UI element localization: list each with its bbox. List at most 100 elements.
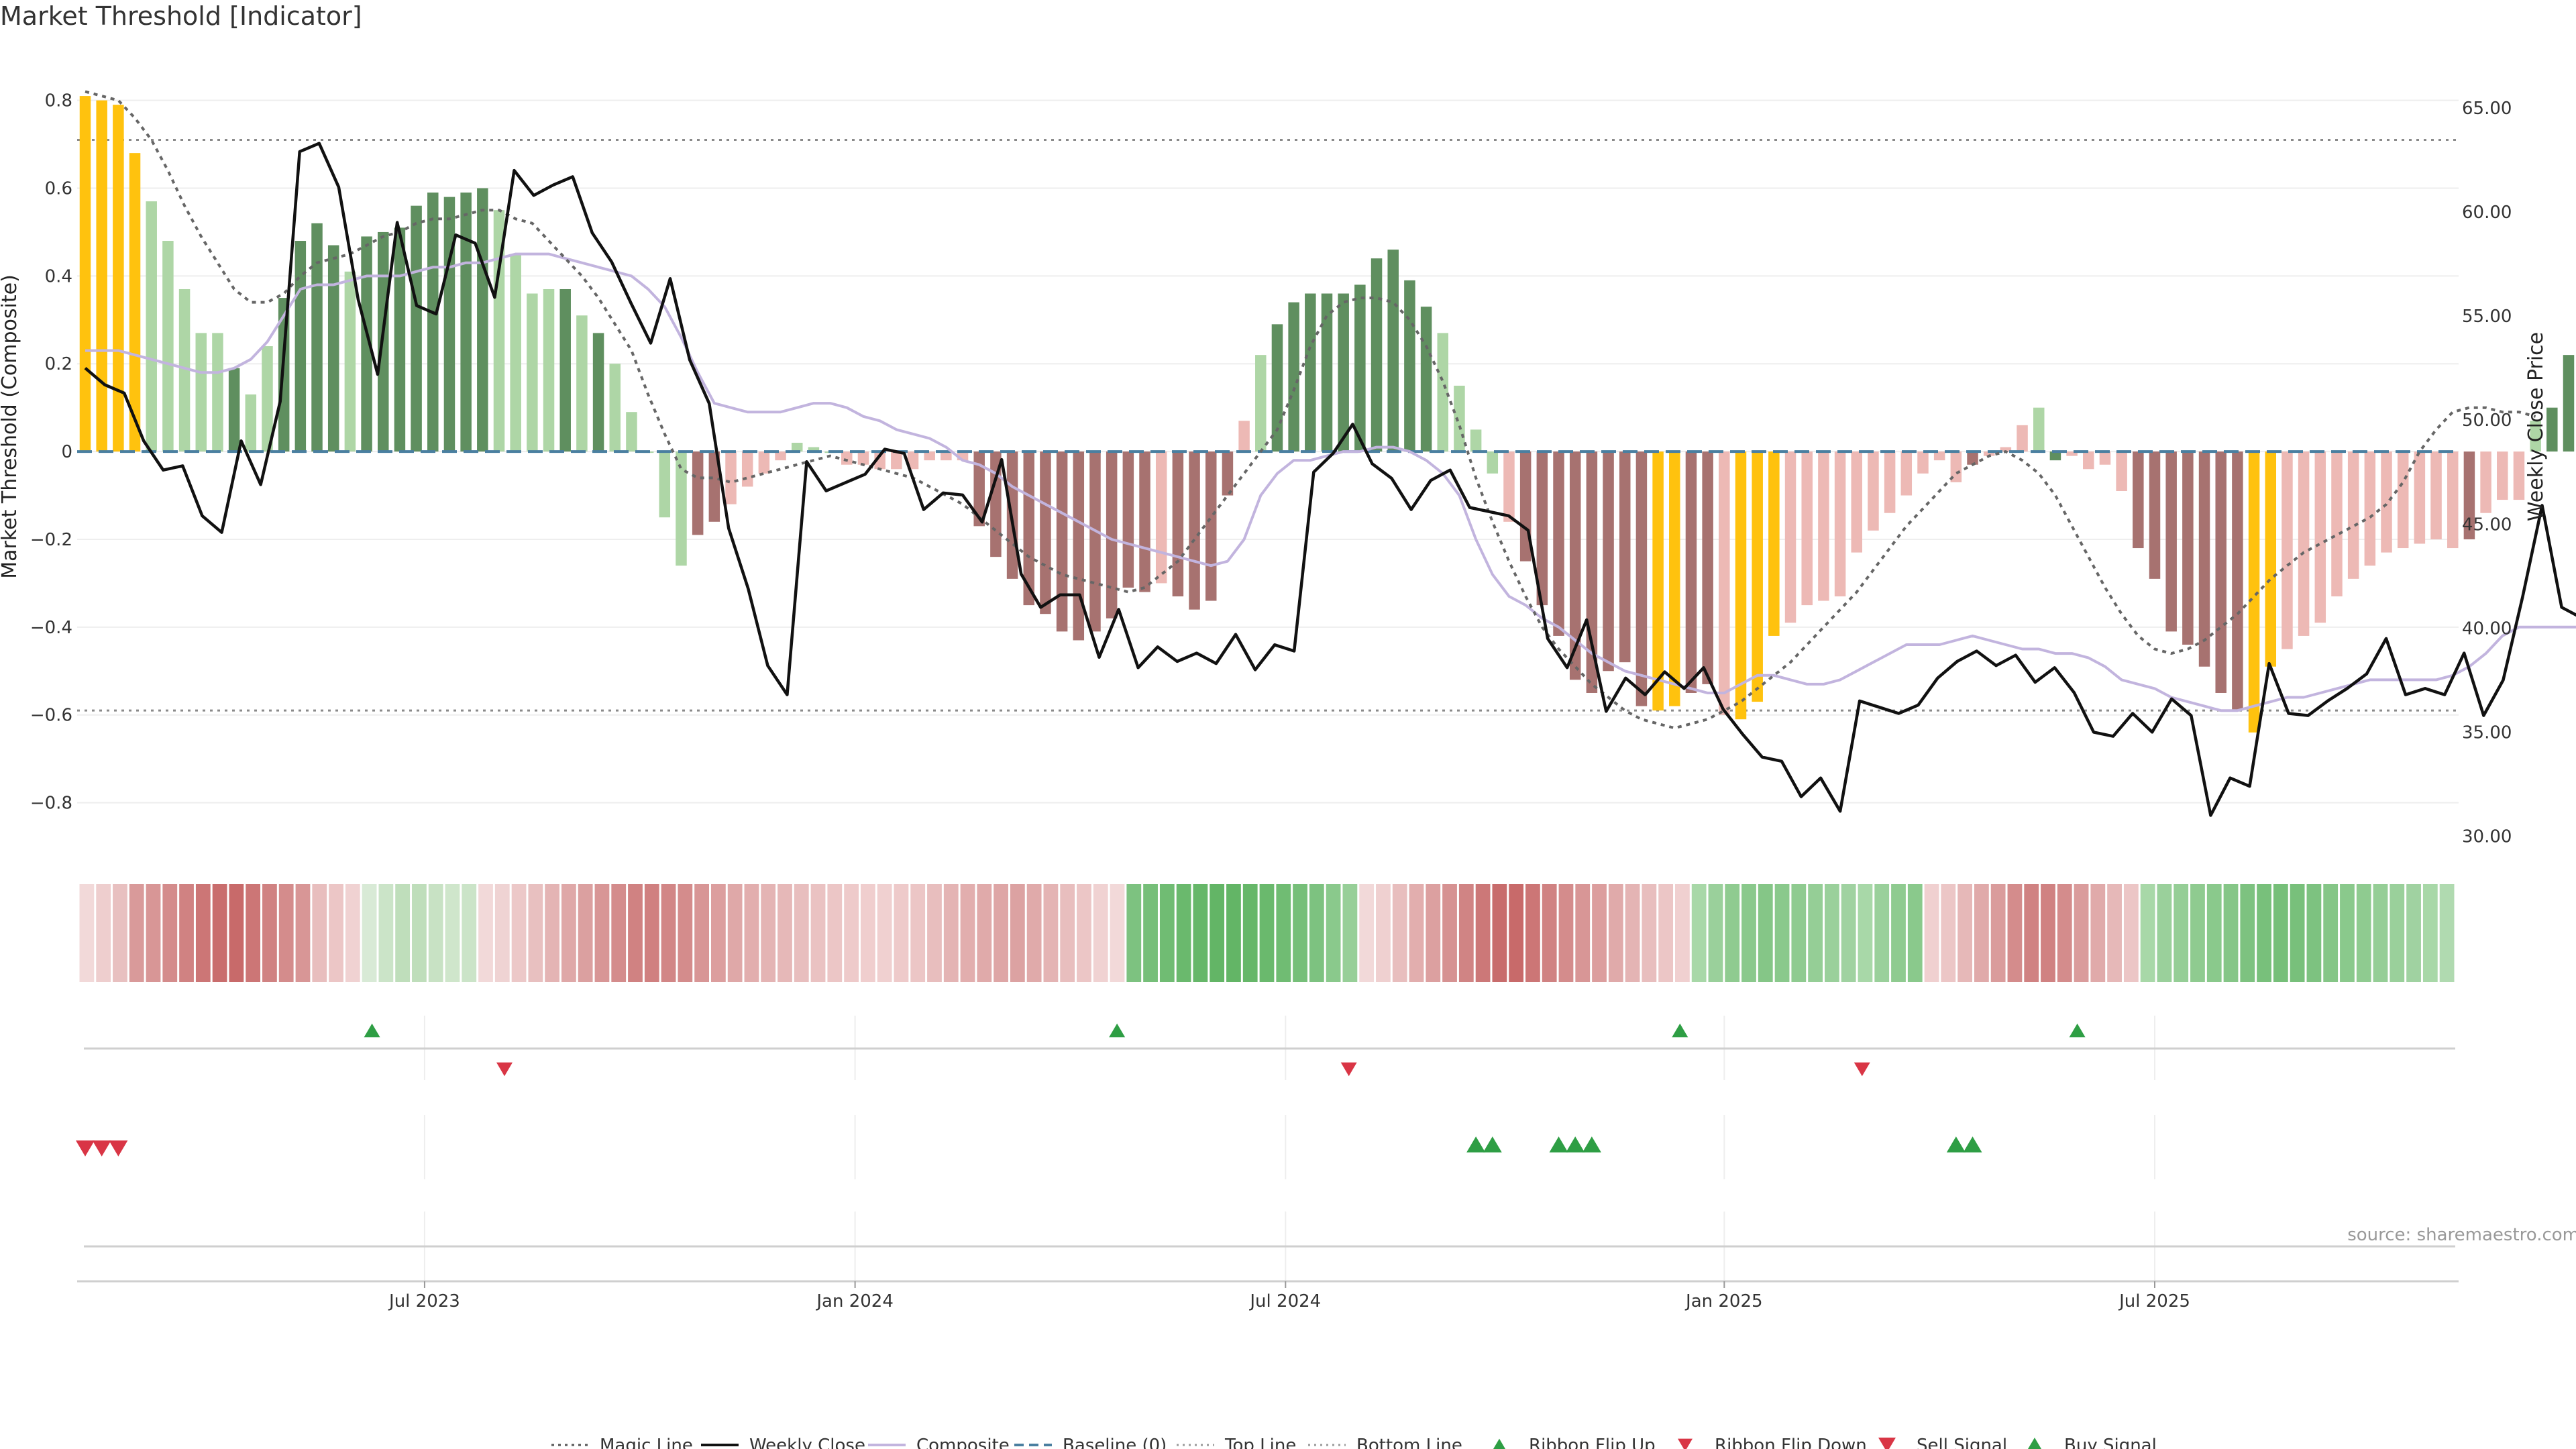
y-right-tick-label: 50.00	[2462, 411, 2512, 431]
composite-bar	[1784, 451, 1796, 623]
composite-bar	[1420, 307, 1432, 452]
ribbon-cell	[179, 884, 194, 982]
composite-bar	[427, 193, 439, 452]
composite-bar	[708, 451, 720, 522]
composite-bar	[2314, 451, 2326, 623]
y-left-tick-label: 0.2	[45, 354, 72, 374]
composite-bar	[808, 447, 820, 452]
ribbon-cell	[1342, 884, 1358, 982]
y-right-tick-label: 45.00	[2462, 515, 2512, 535]
ribbon-cell	[329, 884, 343, 982]
composite-bar	[1321, 293, 1333, 452]
ribbon-cell	[2439, 884, 2455, 982]
composite-bar	[2397, 451, 2409, 549]
line-series	[84, 90, 2576, 817]
composite-bar	[2546, 407, 2558, 452]
ribbon-cell	[2273, 884, 2288, 982]
composite-bar	[1752, 451, 1763, 702]
composite-bar	[841, 451, 853, 465]
legend-label: Magic Line	[600, 1436, 693, 1449]
composite-bar	[1619, 451, 1631, 663]
y-right-tick-label: 35.00	[2462, 722, 2512, 743]
composite-bar	[1222, 451, 1234, 496]
ribbon-cell	[428, 884, 443, 982]
trend-ribbon	[79, 884, 2455, 982]
ribbon-cell	[943, 884, 959, 982]
y-right-tick-label: 30.00	[2462, 826, 2512, 847]
ribbon-cell	[362, 884, 377, 982]
composite-bar	[1884, 451, 1896, 513]
composite-bar	[676, 451, 687, 566]
ribbon-cell	[744, 884, 759, 982]
composite-bar	[344, 271, 356, 452]
chart-title: Market Threshold [Indicator]	[0, 1, 362, 31]
composite-bar	[2447, 451, 2459, 549]
composite-bar	[178, 288, 191, 452]
ribbon-cell	[212, 884, 227, 982]
legend-label: Weekly Close	[749, 1436, 865, 1449]
ribbon-cell	[1675, 884, 1690, 982]
ribbon-cell	[1974, 884, 1989, 982]
ribbon-cell	[1625, 884, 1640, 982]
composite-bar	[1569, 451, 1581, 680]
composite-bar	[2033, 407, 2045, 452]
ribbon-cell	[1392, 884, 1407, 982]
composite-bar	[1040, 451, 1051, 614]
composite-bar	[195, 333, 207, 452]
composite-bar	[1073, 451, 1085, 641]
ribbon-cell	[827, 884, 843, 982]
composite-bar	[2480, 451, 2491, 513]
composite-bar	[1603, 451, 1614, 672]
ribbon-cell	[2041, 884, 2055, 982]
ribbon-cell	[1990, 884, 2006, 982]
ribbon-cell	[113, 884, 127, 982]
ribbon-cell	[2390, 884, 2405, 982]
ribbon-cell	[494, 884, 510, 982]
composite-bar	[1834, 451, 1846, 597]
ribbon-flip-up-marker	[1672, 1023, 1688, 1038]
composite-bar	[493, 210, 505, 452]
y-left-tick-label: −0.8	[30, 794, 72, 814]
composite-bar	[2083, 451, 2094, 470]
ribbon-cell	[1642, 884, 1657, 982]
ribbon-cell	[1841, 884, 1856, 982]
composite-bar	[1917, 451, 1929, 474]
composite-bar	[1404, 280, 1415, 452]
composite-bar	[527, 293, 538, 452]
grid	[77, 99, 2459, 804]
ribbon-cell	[777, 884, 792, 982]
ribbon-cell	[710, 884, 726, 982]
ribbon-cell	[2306, 884, 2322, 982]
composite-bar	[146, 201, 157, 452]
composite-bar	[2331, 451, 2343, 597]
composite-bar	[477, 188, 488, 452]
ribbon-cell	[794, 884, 809, 982]
composite-bar	[2182, 451, 2194, 645]
ribbon-flip-down-marker	[1854, 1062, 1870, 1077]
y-axis-right-label: Weekly Close Price	[2524, 332, 2548, 521]
composite-bar	[725, 451, 737, 504]
composite-bar	[576, 315, 588, 452]
composite-bar	[543, 288, 555, 452]
composite-bar	[2364, 451, 2376, 566]
ribbon-cell	[195, 884, 211, 982]
composite-bar	[311, 223, 323, 452]
ribbon-cell	[378, 884, 394, 982]
ribbon-cell	[1891, 884, 1906, 982]
ribbon-cell	[2206, 884, 2222, 982]
ribbon-cell	[644, 884, 659, 982]
ribbon-cell	[2223, 884, 2239, 982]
ribbon-cell	[528, 884, 543, 982]
composite-bar	[129, 153, 141, 452]
ribbon-cell	[1077, 884, 1091, 982]
signal-rows	[76, 1016, 2455, 1281]
composite-bar	[1503, 451, 1515, 522]
y-left-tick-label: 0.4	[45, 266, 72, 286]
composite-bar	[1288, 302, 1299, 452]
ribbon-cell	[844, 884, 859, 982]
ribbon-cell	[2422, 884, 2438, 982]
axes: 0.8 0.6 0.4 0.2 0 −0.2 −0.4 −0.6 −0.8 65.00 60.00 5…	[30, 91, 2512, 847]
ribbon-cell	[129, 884, 144, 982]
ribbon-cell	[1542, 884, 1557, 982]
ribbon-cell	[1226, 884, 1241, 982]
